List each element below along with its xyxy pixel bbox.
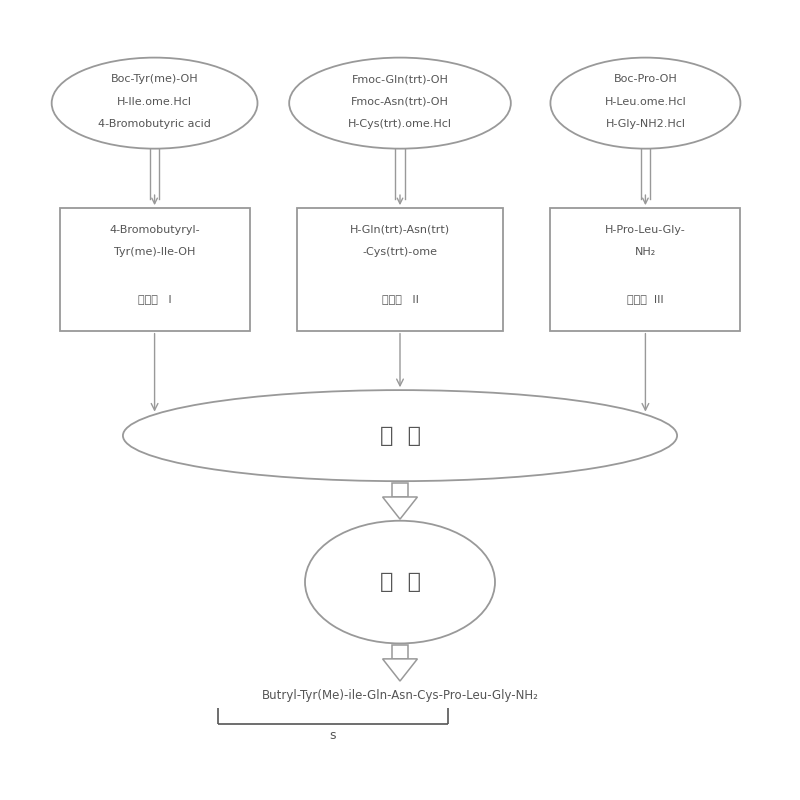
FancyBboxPatch shape	[297, 208, 503, 330]
Text: 中间体   I: 中间体 I	[138, 294, 171, 305]
Polygon shape	[382, 659, 418, 681]
Text: H-Leu.ome.Hcl: H-Leu.ome.Hcl	[605, 97, 686, 106]
Text: Boc-Tyr(me)-OH: Boc-Tyr(me)-OH	[110, 74, 198, 84]
Ellipse shape	[289, 58, 511, 149]
FancyBboxPatch shape	[59, 208, 250, 330]
Polygon shape	[392, 482, 408, 497]
Text: 缩  合: 缩 合	[379, 426, 421, 446]
Text: H-Gln(trt)-Asn(trt): H-Gln(trt)-Asn(trt)	[350, 225, 450, 234]
FancyBboxPatch shape	[550, 208, 741, 330]
Text: H-Pro-Leu-Gly-: H-Pro-Leu-Gly-	[605, 225, 686, 234]
Ellipse shape	[550, 58, 741, 149]
Polygon shape	[382, 497, 418, 519]
Ellipse shape	[305, 521, 495, 643]
Text: 环  合: 环 合	[379, 572, 421, 592]
Text: -Cys(trt)-ome: -Cys(trt)-ome	[362, 247, 438, 257]
Text: H-Gly-NH2.Hcl: H-Gly-NH2.Hcl	[606, 118, 686, 129]
Text: 4-Bromobutyryl-: 4-Bromobutyryl-	[110, 225, 200, 234]
Text: H-Ile.ome.Hcl: H-Ile.ome.Hcl	[117, 97, 192, 106]
Text: 4-Bromobutyric acid: 4-Bromobutyric acid	[98, 118, 211, 129]
Ellipse shape	[52, 58, 258, 149]
Text: s: s	[330, 729, 336, 742]
Text: Fmoc-Gln(trt)-OH: Fmoc-Gln(trt)-OH	[351, 74, 449, 84]
Text: Fmoc-Asn(trt)-OH: Fmoc-Asn(trt)-OH	[351, 97, 449, 106]
Text: 中间体  III: 中间体 III	[627, 294, 664, 305]
Text: Boc-Pro-OH: Boc-Pro-OH	[614, 74, 678, 84]
Text: Tyr(me)-Ile-OH: Tyr(me)-Ile-OH	[114, 247, 195, 257]
Text: H-Cys(trt).ome.Hcl: H-Cys(trt).ome.Hcl	[348, 118, 452, 129]
Text: NH₂: NH₂	[634, 247, 656, 257]
Text: 中间体   II: 中间体 II	[382, 294, 418, 305]
Polygon shape	[392, 645, 408, 659]
Text: Butryl-Tyr(Me)-ile-Gln-Asn-Cys-Pro-Leu-Gly-NH₂: Butryl-Tyr(Me)-ile-Gln-Asn-Cys-Pro-Leu-G…	[262, 689, 538, 702]
Ellipse shape	[123, 390, 677, 481]
